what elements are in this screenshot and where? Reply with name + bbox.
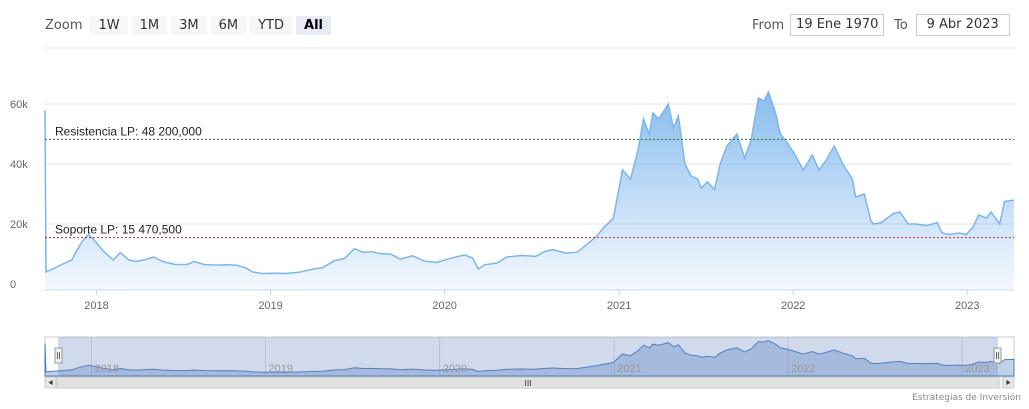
zoom-button-3m[interactable]: 3M bbox=[171, 15, 207, 35]
range-to-label: To bbox=[894, 17, 908, 33]
series-area bbox=[45, 92, 1014, 290]
range-from-label: From bbox=[752, 17, 785, 33]
grid-lines bbox=[45, 103, 1014, 225]
navigator-grid bbox=[91, 337, 963, 376]
scrollbar-thumb[interactable] bbox=[56, 376, 1000, 389]
navigator-labels: 2018 2019 2020 2021 2022 2023 bbox=[95, 363, 990, 375]
x-tick-label: 2021 bbox=[607, 300, 631, 312]
zoom-button-ytd[interactable]: YTD bbox=[250, 15, 293, 35]
y-tick-label: 60k bbox=[10, 99, 28, 111]
series-line bbox=[44, 90, 1015, 275]
x-tick-label: 2020 bbox=[432, 300, 456, 312]
scrollbar: III bbox=[44, 376, 1015, 389]
y-tick-label: 40k bbox=[10, 159, 28, 171]
support-label: Soporte LP: 15 470,500 bbox=[55, 223, 182, 237]
range-to-input[interactable]: 9 Abr 2023 bbox=[915, 14, 1010, 36]
navigator-handle-left[interactable] bbox=[54, 347, 63, 364]
navigator-tick-label: 2021 bbox=[617, 363, 641, 375]
navigator-tick-label: 2018 bbox=[95, 363, 119, 375]
x-tick-label: 2022 bbox=[781, 300, 805, 312]
navigator-handle-right[interactable] bbox=[993, 347, 1002, 364]
zoom-button-1w[interactable]: 1W bbox=[90, 15, 128, 35]
credit-text: Estrategias de Inversión bbox=[912, 393, 1021, 403]
x-axis-labels: 2018 2019 2020 2021 2022 2023 bbox=[84, 300, 979, 312]
zoom-button-6m[interactable]: 6M bbox=[210, 15, 247, 35]
y-axis-labels: 0 20k 40k 60k bbox=[10, 99, 28, 291]
navigator-series bbox=[44, 339, 1015, 377]
navigator-tick-label: 2023 bbox=[965, 363, 989, 375]
range-to: To 9 Abr 2023 bbox=[894, 14, 1010, 36]
navigator-tick-label: 2020 bbox=[443, 363, 467, 375]
resistance-label: Resistencia LP: 48 200,000 bbox=[55, 124, 202, 138]
navigator: 2018 2019 2020 2021 2022 2023 bbox=[44, 336, 1015, 377]
y-tick-label: 20k bbox=[10, 219, 28, 231]
range-from: From 19 Ene 1970 bbox=[752, 14, 885, 36]
navigator-tick-label: 2022 bbox=[791, 363, 815, 375]
zoom-label: Zoom bbox=[45, 17, 83, 33]
zoom-bar: Zoom 1W 1M 3M 6M YTD All bbox=[45, 14, 331, 36]
zoom-button-all[interactable]: All bbox=[296, 15, 331, 35]
navigator-tick-label: 2019 bbox=[269, 363, 293, 375]
navigator-mask[interactable] bbox=[58, 337, 998, 376]
x-tick-label: 2019 bbox=[258, 300, 282, 312]
x-axis-ticks bbox=[96, 290, 968, 295]
x-tick-label: 2023 bbox=[955, 300, 979, 312]
scrollbar-grip-icon: III bbox=[524, 379, 531, 388]
y-tick-label: 0 bbox=[10, 279, 16, 291]
arrow-left-icon bbox=[48, 380, 53, 385]
zoom-button-1m[interactable]: 1M bbox=[131, 15, 168, 35]
range-from-input[interactable]: 19 Ene 1970 bbox=[790, 14, 885, 36]
x-tick-label: 2018 bbox=[84, 300, 108, 312]
arrow-right-icon bbox=[1006, 380, 1011, 385]
